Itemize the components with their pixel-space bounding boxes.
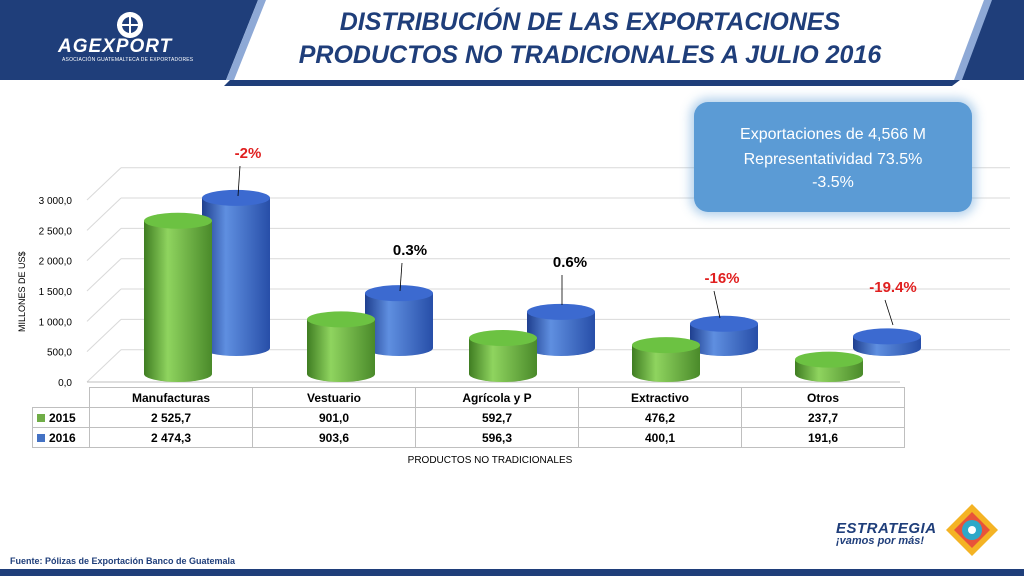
header-banner xyxy=(0,0,1024,86)
logo-subtext: ASOCIACIÓN GUATEMALTECA DE EXPORTADORES xyxy=(62,57,194,63)
footer-bar xyxy=(0,569,1024,576)
table-cell: 2 474,3 xyxy=(89,427,253,448)
table-cell: 476,2 xyxy=(578,407,742,428)
title-line-1: DISTRIBUCIÓN DE LAS EXPORTACIONES xyxy=(339,8,841,36)
bar-2016-2 xyxy=(527,311,595,356)
legend-swatch-green xyxy=(37,414,45,423)
table-header-cell: Extractivo xyxy=(578,387,742,408)
gridline-side xyxy=(86,349,122,383)
x-axis-label: PRODUCTOS NO TRADICIONALES xyxy=(407,455,573,466)
table-cell: 400,1 xyxy=(578,427,742,448)
bar-2016-1 xyxy=(365,293,433,356)
table-cell: 191,6 xyxy=(741,427,905,448)
gridline-side xyxy=(86,167,122,201)
bar-2015-3 xyxy=(632,345,700,382)
table-cell: 903,6 xyxy=(252,427,416,448)
gridline-side xyxy=(86,197,122,231)
gridline-side xyxy=(86,288,122,322)
estrategia-logo-icon xyxy=(946,504,998,556)
y-tick-label: 1 000,0 xyxy=(39,317,73,328)
bar-top-2015-1 xyxy=(307,311,375,328)
bar-top-2016-2 xyxy=(527,303,595,320)
gridline-side xyxy=(86,228,122,262)
annotation-leader xyxy=(237,165,241,197)
bar-chart: 0,0 500,0 1 000,0 1 500,0 2 000,0 2 500,0 3 00… xyxy=(39,145,1010,389)
annotation-label: -19.4% xyxy=(869,279,917,296)
y-tick-label: 500,0 xyxy=(47,348,72,359)
y-tick-label: 2 500,0 xyxy=(39,226,73,237)
annotation-label: 0.6% xyxy=(553,254,587,271)
data-table: Manufacturas Vestuario Agrícola y P Extr… xyxy=(32,387,905,448)
brand-title: ESTRATEGIA xyxy=(836,520,937,537)
annotation-leader xyxy=(884,299,894,326)
bar-top-2016-0 xyxy=(202,189,270,206)
callout-share: Representatividad 73.5% xyxy=(743,151,923,168)
gridline-side xyxy=(86,319,122,353)
summary-callout: Exportaciones de 4,566 M Representativid… xyxy=(694,102,972,212)
bar-top-2016-4 xyxy=(853,328,921,345)
logo-text: AGEXPORT xyxy=(58,36,173,57)
y-tick-label: 1 500,0 xyxy=(39,287,73,298)
table-cell: 596,3 xyxy=(415,427,579,448)
table-cell: 901,0 xyxy=(252,407,416,428)
table-header-cell: Vestuario xyxy=(252,387,416,408)
legend-label: 2016 xyxy=(49,430,76,445)
legend-2016: 2016 xyxy=(32,427,90,448)
annotation-label: 0.3% xyxy=(393,242,427,259)
bar-2015-0 xyxy=(144,220,212,382)
y-axis-label: MILLONES DE US$ xyxy=(17,251,27,332)
bar-2016-3 xyxy=(690,323,758,356)
agexport-logo-icon xyxy=(117,12,143,38)
bar-2016-0 xyxy=(202,197,270,356)
annotation-label: -16% xyxy=(704,270,739,287)
bar-top-2015-0 xyxy=(144,212,212,229)
brand-tagline: ¡vamos por más! xyxy=(836,535,925,547)
table-cell: 592,7 xyxy=(415,407,579,428)
table-header-cell: Otros xyxy=(741,387,905,408)
bar-2015-2 xyxy=(469,338,537,382)
annotation-layer: -2% 0.3% 0.6% -16% -19.4% xyxy=(235,145,917,326)
y-tick-label: 2 000,0 xyxy=(39,257,73,268)
bar-top-2016-3 xyxy=(690,315,758,332)
bar-top-2015-4 xyxy=(795,351,863,368)
bar-top-2015-2 xyxy=(469,330,537,347)
gridline-side xyxy=(86,258,122,292)
title-line-2: PRODUCTOS NO TRADICIONALES A JULIO 2016 xyxy=(298,41,882,69)
bar-top-2015-3 xyxy=(632,337,700,354)
bar-2015-1 xyxy=(307,319,375,382)
y-tick-label: 0,0 xyxy=(58,378,72,389)
annotation-leader xyxy=(399,262,403,292)
table-header-cell: Manufacturas xyxy=(89,387,253,408)
table-row-2016: 2016 2 474,3 903,6 596,3 400,1 191,6 xyxy=(32,427,905,448)
legend-label: 2015 xyxy=(49,410,76,425)
table-header-row: Manufacturas Vestuario Agrícola y P Extr… xyxy=(32,387,905,408)
bar-top-2016-1 xyxy=(365,285,433,302)
table-header-cell: Agrícola y P xyxy=(415,387,579,408)
y-tick-label: 3 000,0 xyxy=(39,196,73,207)
legend-swatch-blue xyxy=(37,434,45,443)
annotation-leader xyxy=(713,290,721,319)
table-cell: 2 525,7 xyxy=(89,407,253,428)
table-cell: 237,7 xyxy=(741,407,905,428)
tick-layer: 0,0 500,0 1 000,0 1 500,0 2 000,0 2 500,0 3 00… xyxy=(39,196,73,389)
callout-exports: Exportaciones de 4,566 M xyxy=(740,126,926,143)
source-note: Fuente: Pólizas de Exportación Banco de … xyxy=(10,556,236,566)
page-title: DISTRIBUCIÓN DE LAS EXPORTACIONES PRODUC… xyxy=(250,6,930,72)
bar-layer xyxy=(144,189,921,382)
annotation-label: -2% xyxy=(235,145,262,162)
legend-2015: 2015 xyxy=(32,407,90,428)
callout-change: -3.5% xyxy=(812,174,854,191)
table-row-2015: 2015 2 525,7 901,0 592,7 476,2 237,7 xyxy=(32,407,905,428)
table-corner xyxy=(32,387,90,408)
estrategia-brand: ESTRATEGIA ¡vamos por más! xyxy=(836,520,937,547)
